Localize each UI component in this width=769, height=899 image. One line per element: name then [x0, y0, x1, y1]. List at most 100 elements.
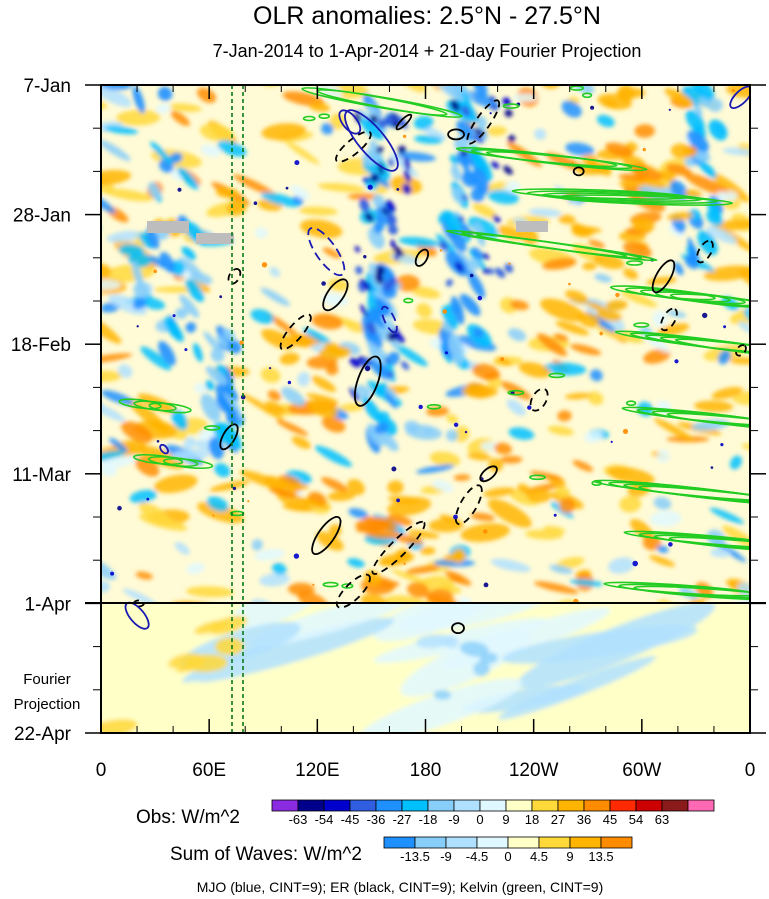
anomaly-blob	[439, 514, 461, 525]
anomaly-blob	[432, 479, 454, 493]
anomaly-blob	[738, 143, 750, 161]
anomaly-blob	[227, 339, 242, 354]
kelvin-contour	[618, 583, 750, 599]
anomaly-blob	[387, 213, 397, 226]
legend-swatch	[557, 799, 585, 812]
kelvin-contour	[666, 412, 750, 433]
anomaly-speck	[444, 351, 448, 355]
anomaly-blob	[689, 209, 701, 221]
legend-level-label: -4.5	[466, 849, 488, 864]
anomaly-blob	[74, 217, 102, 235]
anomaly-blob	[588, 239, 605, 249]
anomaly-blob	[694, 400, 734, 412]
er-contour-positive	[395, 113, 413, 131]
anomaly-blob	[414, 135, 443, 144]
legend-swatch	[505, 799, 533, 812]
anomaly-blob	[470, 145, 484, 169]
anomaly-blob	[233, 174, 277, 197]
anomaly-blob	[594, 273, 612, 283]
anomaly-blob	[359, 197, 370, 213]
anomaly-blob	[398, 236, 440, 248]
x-tick-label: 180	[410, 760, 442, 781]
anomaly-blob	[139, 514, 188, 531]
anomaly-blob	[649, 555, 676, 567]
anomaly-blob	[104, 125, 138, 135]
anomaly-blob	[311, 313, 343, 330]
anomaly-speck	[599, 331, 603, 336]
anomaly-blob	[419, 546, 436, 555]
er-contour-negative	[279, 313, 312, 351]
anomaly-speck	[553, 513, 557, 517]
anomaly-speck	[477, 295, 483, 301]
anomaly-blob	[722, 525, 750, 549]
anomaly-blob	[209, 60, 257, 81]
legend-swatch	[476, 836, 509, 849]
anomaly-blob	[108, 294, 148, 315]
anomaly-blob	[268, 487, 297, 498]
anomaly-blob	[754, 349, 769, 367]
anomaly-blob	[656, 323, 690, 337]
anomaly-blob	[132, 86, 145, 114]
anomaly-blob	[101, 353, 133, 364]
kelvin-contour	[668, 536, 750, 555]
anomaly-blob	[461, 194, 468, 201]
anomaly-blob	[189, 272, 213, 285]
anomaly-blob	[709, 507, 744, 524]
anomaly-speck	[442, 309, 448, 314]
anomaly-blob	[359, 279, 372, 291]
anomaly-speck	[293, 553, 300, 559]
anomaly-blob	[656, 545, 669, 553]
legend-swatch	[414, 836, 447, 849]
anomaly-speck	[232, 486, 237, 491]
anomaly-blob	[132, 297, 147, 310]
anomaly-blob	[488, 458, 504, 472]
anomaly-blob	[658, 170, 676, 182]
anomaly-blob	[433, 559, 476, 567]
anomaly-speck	[172, 314, 176, 318]
waves-legend: Sum of Waves: W/m^2 -13.5 -9 -4.5 0 4.5 9 13.5	[170, 836, 633, 865]
anomaly-blob	[264, 475, 297, 497]
anomaly-blob	[260, 287, 291, 307]
anomaly-blob	[565, 85, 595, 95]
kelvin-contour	[541, 192, 719, 204]
anomaly-blob	[492, 215, 501, 223]
anomaly-blob	[348, 508, 369, 519]
anomaly-speck	[321, 281, 326, 286]
anomaly-speck	[508, 262, 511, 265]
legend-level-label: 0	[504, 849, 511, 864]
anomaly-blob	[374, 422, 389, 434]
anomaly-blob	[486, 126, 507, 137]
anomaly-blob	[468, 216, 499, 239]
x-tick-label: 120E	[295, 760, 339, 781]
anomaly-blob	[360, 593, 388, 603]
x-tick-label: 120W	[509, 760, 559, 781]
anomaly-blob	[375, 265, 385, 275]
anomaly-blob	[741, 443, 750, 452]
anomaly-blob	[266, 312, 300, 338]
anomaly-blob	[537, 333, 567, 357]
anomaly-blob	[384, 392, 398, 409]
anomaly-blob	[451, 187, 464, 204]
anomaly-blob	[321, 122, 334, 135]
anomaly-speck	[483, 529, 488, 534]
anomaly-blob	[214, 463, 231, 478]
y-tick-label: 11-Mar	[12, 465, 71, 486]
x-tick-label: 0	[745, 760, 756, 781]
anomaly-blob	[241, 393, 285, 421]
er-contour-negative	[660, 307, 678, 332]
anomaly-blob	[205, 380, 215, 391]
anomaly-speck	[212, 514, 215, 517]
anomaly-blob	[325, 363, 339, 376]
anomaly-blob	[375, 301, 391, 318]
anomaly-blob	[224, 398, 238, 424]
anomaly-blob	[490, 161, 500, 169]
anomaly-blob	[385, 200, 396, 213]
legend-swatch	[635, 799, 663, 812]
anomaly-blob	[448, 333, 465, 365]
legend-swatch	[583, 799, 611, 812]
anomaly-speck	[287, 380, 292, 385]
anomaly-blob	[317, 182, 366, 193]
anomaly-speck	[610, 440, 613, 443]
er-contour-positive	[353, 355, 382, 407]
anomaly-blob	[643, 348, 671, 364]
